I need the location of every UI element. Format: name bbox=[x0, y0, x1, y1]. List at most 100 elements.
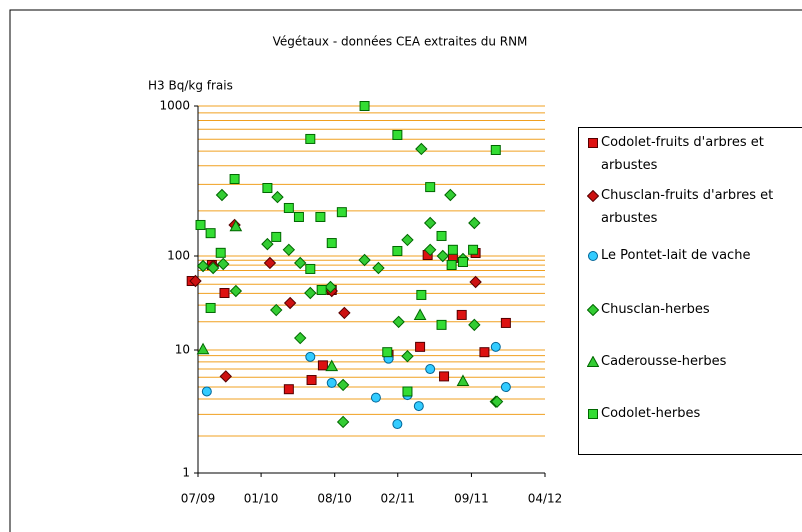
chart-title: Végétaux - données CEA extraites du RNM bbox=[273, 35, 528, 49]
point bbox=[205, 228, 216, 239]
point bbox=[415, 142, 428, 156]
point bbox=[283, 296, 297, 310]
point bbox=[425, 364, 436, 375]
chart-border bbox=[9, 9, 802, 532]
x-tick-label: 09/11 bbox=[454, 492, 489, 506]
point bbox=[294, 256, 307, 270]
y-tick-label: 10 bbox=[175, 343, 190, 357]
legend-marker bbox=[588, 251, 598, 261]
legend-label: Codolet-fruits d'arbres et arbustes bbox=[601, 135, 764, 173]
point bbox=[490, 144, 501, 155]
legend-item: Le Pontet-lait de vache bbox=[587, 244, 797, 267]
point bbox=[439, 371, 450, 382]
point bbox=[413, 308, 427, 320]
legend-item: Codolet-herbes bbox=[587, 402, 797, 425]
legend-label: Caderousse-herbes bbox=[601, 354, 727, 369]
point bbox=[444, 188, 457, 202]
point bbox=[282, 243, 296, 256]
legend-item: Chusclan-fruits d'arbres et arbustes bbox=[587, 184, 797, 230]
point bbox=[195, 219, 206, 230]
point bbox=[262, 183, 273, 194]
point bbox=[446, 260, 457, 271]
point bbox=[271, 190, 284, 204]
point bbox=[201, 386, 212, 397]
point bbox=[423, 216, 437, 230]
point bbox=[415, 341, 426, 352]
point bbox=[263, 256, 277, 270]
point bbox=[336, 378, 350, 392]
point bbox=[326, 377, 337, 388]
point bbox=[401, 350, 414, 363]
point bbox=[392, 245, 403, 256]
x-tick-label: 02/11 bbox=[380, 492, 415, 506]
point bbox=[305, 351, 316, 362]
point bbox=[294, 331, 307, 345]
point bbox=[317, 360, 328, 371]
legend-item: Chusclan-herbes bbox=[587, 298, 797, 321]
point bbox=[587, 304, 599, 316]
x-tick-label: 01/10 bbox=[244, 492, 279, 506]
point bbox=[479, 347, 490, 358]
point bbox=[468, 216, 481, 230]
y-axis-label: H3 Bq/kg frais bbox=[148, 79, 233, 93]
point bbox=[326, 238, 337, 249]
point bbox=[315, 211, 326, 222]
point bbox=[416, 289, 427, 300]
point bbox=[413, 401, 424, 412]
point bbox=[283, 384, 294, 395]
point bbox=[325, 359, 339, 372]
x-tick-label: 07/09 bbox=[181, 492, 216, 506]
point bbox=[436, 230, 447, 241]
legend-marker bbox=[588, 138, 598, 148]
point bbox=[456, 374, 470, 386]
point bbox=[588, 251, 598, 261]
point bbox=[338, 306, 351, 320]
legend: Codolet-fruits d'arbres et arbustes Chusc… bbox=[578, 127, 802, 455]
point bbox=[500, 382, 511, 393]
point bbox=[217, 257, 230, 271]
point bbox=[316, 284, 327, 295]
point bbox=[447, 244, 458, 255]
point bbox=[436, 249, 449, 263]
legend-item: Caderousse-herbes bbox=[587, 350, 797, 373]
point bbox=[305, 133, 316, 144]
point bbox=[215, 247, 226, 258]
point bbox=[468, 318, 481, 332]
point bbox=[456, 309, 467, 320]
point bbox=[196, 342, 210, 355]
legend-label: Le Pontet-lait de vache bbox=[601, 248, 751, 263]
point bbox=[229, 174, 240, 185]
point bbox=[305, 263, 316, 274]
point bbox=[359, 101, 370, 111]
point bbox=[270, 303, 283, 317]
point bbox=[283, 202, 294, 213]
point bbox=[587, 190, 599, 202]
point bbox=[588, 409, 598, 419]
point bbox=[382, 347, 393, 358]
point bbox=[423, 243, 437, 256]
point bbox=[271, 231, 282, 242]
point bbox=[587, 356, 599, 367]
x-tick-label: 04/12 bbox=[528, 492, 563, 506]
legend-label: Chusclan-herbes bbox=[601, 302, 710, 317]
legend-label: Codolet-herbes bbox=[601, 406, 701, 421]
legend-marker bbox=[587, 356, 599, 367]
legend-marker bbox=[587, 304, 599, 316]
legend-marker bbox=[587, 190, 599, 202]
point bbox=[306, 375, 317, 386]
y-tick-label: 100 bbox=[167, 249, 190, 263]
point bbox=[392, 419, 403, 430]
point bbox=[196, 259, 210, 273]
point bbox=[205, 302, 216, 313]
point bbox=[336, 207, 347, 218]
point bbox=[219, 370, 232, 383]
point bbox=[469, 275, 482, 289]
point bbox=[392, 315, 405, 329]
legend-item: Codolet-fruits d'arbres et arbustes bbox=[587, 131, 797, 177]
legend-marker bbox=[588, 409, 598, 419]
point bbox=[304, 286, 317, 300]
point bbox=[261, 237, 274, 251]
point bbox=[468, 244, 479, 255]
